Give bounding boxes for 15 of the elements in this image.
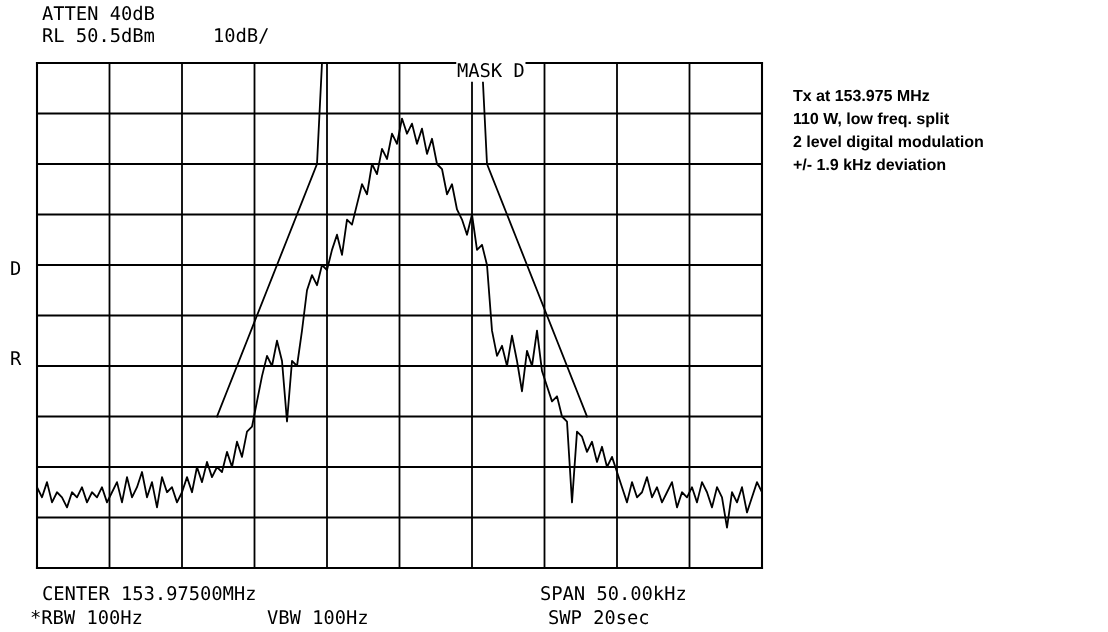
text: ATTEN 40dB (42, 5, 155, 21)
text: *RBW 100Hz (31, 610, 142, 625)
text: 10dB/ (215, 27, 269, 44)
annotation: MASK D (457, 63, 524, 78)
text: RL 50.5dBm (43, 27, 154, 43)
text: CENTER 153.97500MHz (43, 586, 255, 601)
text: Tx at 153.975 MHz (793, 89, 930, 102)
text: 110 W, low freq. split (794, 112, 950, 128)
text: VBW 100Hz (267, 610, 367, 625)
text: +/- 1.9 kHz deviation (793, 158, 946, 171)
text: 2 level digital modulation (793, 135, 983, 151)
text: D (11, 261, 21, 275)
text: SPAN 50.00kHz (541, 585, 685, 601)
text: R (11, 351, 22, 365)
text: SWP 20sec (549, 610, 649, 625)
